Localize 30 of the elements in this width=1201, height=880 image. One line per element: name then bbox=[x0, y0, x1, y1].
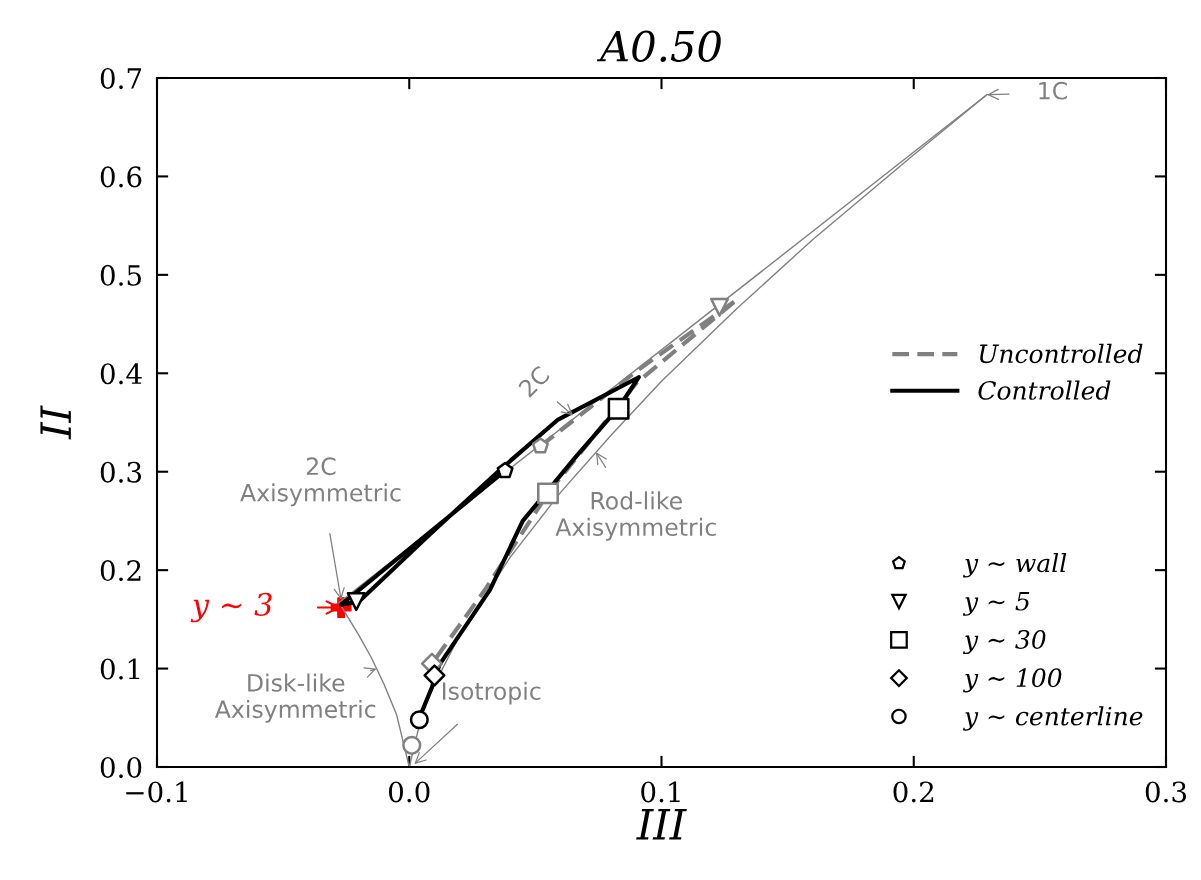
y-tick-label: 0.2 bbox=[100, 560, 141, 582]
legend-label: y ∼ 5 bbox=[963, 592, 1030, 616]
legend-label: Uncontrolled bbox=[980, 343, 1143, 364]
chart-title: A0.50 bbox=[596, 30, 721, 62]
annotation: 1C bbox=[1039, 81, 1067, 100]
x-tick-label: 0.1 bbox=[641, 781, 680, 803]
annotation: Isotropic bbox=[442, 681, 541, 705]
x-tick-label: 0.2 bbox=[893, 781, 934, 803]
legend-label: y ∼ centerline bbox=[963, 706, 1143, 731]
x-tick-label: 0.0 bbox=[388, 781, 430, 803]
y-axis-title: II bbox=[40, 405, 71, 440]
y-tick-label: 0.5 bbox=[100, 264, 141, 286]
y-tick-label: 0.1 bbox=[100, 658, 140, 680]
annotation: Rod-like Axisymmetric bbox=[555, 491, 716, 541]
y-tick-label: 0.0 bbox=[100, 756, 142, 778]
annotation: 2C bbox=[517, 365, 551, 398]
y-tick-label: 0.3 bbox=[100, 461, 142, 483]
legend-label: Controlled bbox=[978, 380, 1111, 400]
annotation: 2C Axisymmetric bbox=[240, 457, 401, 507]
annotation: Disk-like Axisymmetric bbox=[214, 673, 376, 723]
y-tick-label: 0.6 bbox=[100, 166, 142, 188]
y-tick-label: 0.7 bbox=[100, 67, 142, 89]
legend-label: y ∼ wall bbox=[963, 552, 1067, 578]
legend-label: y ∼ 100 bbox=[963, 668, 1062, 693]
x-tick-label: 0.3 bbox=[1145, 781, 1187, 803]
x-axis-title: III bbox=[636, 809, 687, 840]
y-tick-label: 0.4 bbox=[100, 363, 142, 385]
annotation: y ∼ 3 bbox=[190, 592, 272, 623]
legend-label: y ∼ 30 bbox=[963, 630, 1046, 655]
x-tick-label: −0.1 bbox=[126, 781, 187, 803]
